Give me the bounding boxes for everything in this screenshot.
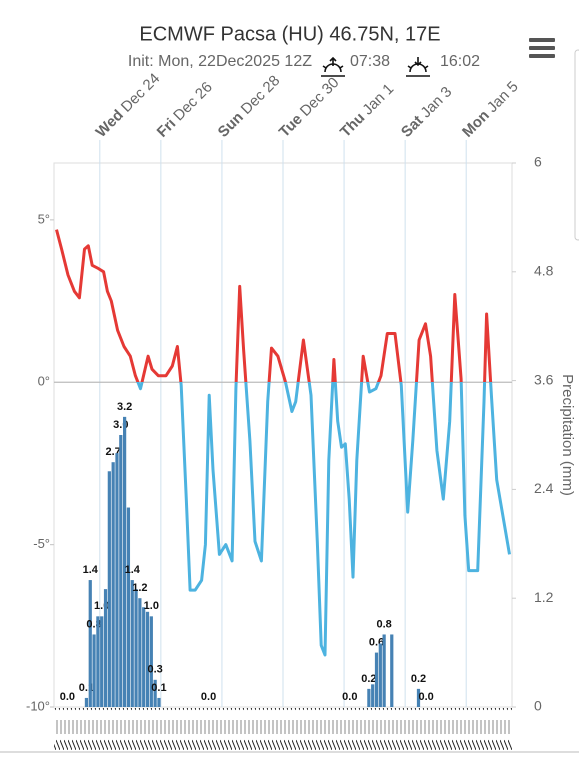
precip-label: 0.0	[418, 691, 433, 703]
precip-bar	[157, 697, 161, 707]
precip-bar	[382, 634, 386, 707]
precip-bar	[88, 580, 92, 707]
sunrise-time: 07:38	[350, 53, 390, 70]
y2-tick-label: 1.2	[534, 589, 554, 605]
precip-bar	[153, 679, 157, 707]
precip-bar	[126, 507, 131, 707]
subtitle: Init: Mon, 22Dec2025 12Z	[128, 53, 312, 70]
x-tick-label: Thu Jan 1	[337, 80, 397, 140]
precip-bar	[138, 598, 142, 707]
precip-bar	[103, 589, 108, 707]
precip-label: 1.4	[83, 564, 99, 576]
sunrise-icon	[321, 56, 345, 77]
precip-bar	[390, 634, 394, 707]
precip-label: 0.1	[151, 682, 166, 694]
precip-label: 0.0	[60, 691, 75, 703]
y2-axis-label: Precipitation (mm)	[559, 374, 576, 496]
precip-bar	[378, 643, 382, 707]
chart-title: ECMWF Pacsa (HU) 46.75N, 17E	[139, 23, 440, 45]
precip-label: 1.0	[144, 600, 159, 612]
precip-bar	[142, 607, 146, 707]
precip-bar	[123, 416, 127, 707]
precip-bar	[416, 688, 421, 707]
y2-tick-label: 6	[534, 154, 542, 170]
y2-tick-label: 3.6	[534, 371, 554, 387]
precip-label: 0.0	[201, 691, 216, 703]
precip-bar	[130, 580, 134, 707]
x-tick-label: Mon Jan 5	[459, 78, 522, 141]
precip-bar	[367, 688, 371, 707]
precip-label: 0.0	[342, 691, 357, 703]
y-tick-label: 5°	[38, 211, 50, 226]
precip-bar	[111, 462, 115, 707]
precip-label: 1.2	[132, 582, 147, 594]
y2-tick-label: 0	[534, 698, 542, 714]
y2-tick-label: 2.4	[534, 480, 554, 496]
precip-bar	[149, 616, 153, 707]
wind-strip	[54, 708, 512, 750]
side-tab	[574, 49, 579, 241]
precip-label: 1.4	[125, 564, 141, 576]
y2-tick-label: 4.8	[534, 263, 554, 279]
menu-button[interactable]	[529, 38, 555, 58]
sunset-time: 16:02	[440, 53, 480, 70]
precip-label: 0.2	[411, 673, 426, 685]
y-tick-label: -5°	[33, 536, 50, 551]
precip-bar	[100, 616, 104, 707]
precip-bar	[119, 435, 123, 707]
precip-label: 0.2	[361, 673, 376, 685]
x-tick-label: Wed Dec 24	[93, 70, 164, 141]
precip-label: 0.3	[147, 664, 162, 676]
temperature-line	[55, 229, 511, 657]
precip-bar	[115, 453, 119, 707]
y-tick-label: -10°	[26, 698, 50, 713]
x-tick-label: Tue Dec 30	[276, 74, 343, 141]
sunset-icon	[406, 57, 430, 77]
precip-bar	[371, 684, 375, 707]
y-tick-label: 0°	[38, 374, 50, 389]
x-tick-label: Sun Dec 28	[215, 72, 284, 141]
precip-bar	[92, 634, 96, 707]
x-tick-label: Fri Dec 26	[154, 79, 216, 141]
precip-label: 3.2	[117, 401, 132, 413]
precip-bar	[145, 611, 150, 707]
precip-bar	[84, 697, 89, 707]
x-tick-label: Sat Jan 3	[398, 83, 455, 140]
precip-bar	[96, 616, 100, 707]
precip-bar	[134, 589, 138, 707]
precip-label: 0.8	[376, 618, 391, 630]
precip-bar	[374, 652, 379, 707]
precip-bar	[107, 471, 111, 707]
